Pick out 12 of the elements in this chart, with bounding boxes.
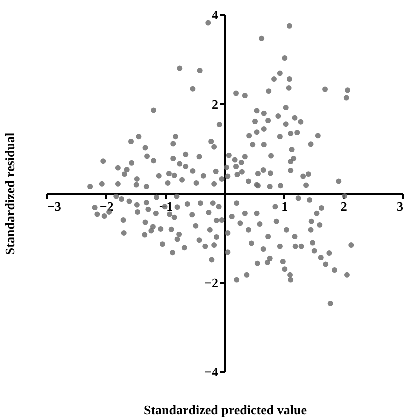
y-tick-label: −2	[204, 275, 218, 290]
y-tick-label: −4	[204, 364, 219, 380]
y-tick-label: 4	[212, 8, 219, 22]
x-tick-label: −2	[100, 199, 114, 214]
x-tick-label: 3	[397, 199, 404, 214]
x-tick-label: 1	[282, 199, 288, 214]
x-tick-label: 2	[340, 199, 348, 214]
x-axis-title: Standardized predicted value	[144, 402, 308, 417]
x-tick-label: −1	[159, 199, 174, 214]
y-axis-title: Standardized residual	[2, 132, 18, 256]
x-tick-label: −3	[48, 199, 62, 214]
y-tick-label: 2	[212, 96, 218, 112]
